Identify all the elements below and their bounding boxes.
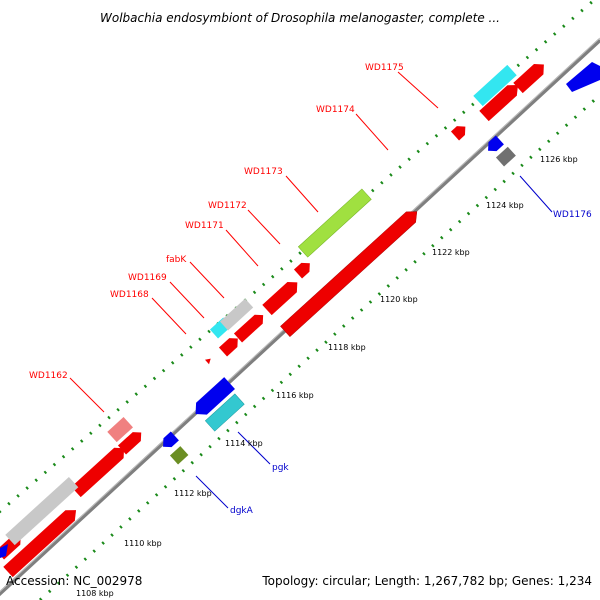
tick-label-1124: 1124 kbp: [486, 201, 524, 210]
tick-label-1110: 1110 kbp: [124, 539, 162, 548]
tick-label-1112: 1112 kbp: [174, 489, 212, 498]
gene-arrow-wd1169[interactable]: [233, 311, 267, 343]
gene-arrow-lower-3[interactable]: [71, 443, 128, 498]
gene-blue-pgk[interactable]: [190, 377, 235, 420]
gene-blue-topright[interactable]: [566, 62, 600, 92]
leader-lines: [69, 71, 553, 509]
accession-text: Accession: NC_002978: [6, 574, 143, 588]
gene-label-wd1173[interactable]: WD1173: [244, 167, 283, 177]
gene-label-wd1171[interactable]: WD1171: [185, 221, 224, 231]
gene-blue-wd1176[interactable]: [484, 135, 504, 155]
gene-arrows: [0, 59, 548, 578]
gene-label-dgka[interactable]: dgkA: [230, 506, 254, 516]
gene-arrow-fabk[interactable]: [262, 277, 302, 316]
gene-label-group: WD1175 WD1174 WD1173 WD1172 WD1171 fabK …: [29, 63, 592, 516]
gene-arrow-lower-4[interactable]: [117, 428, 145, 455]
inner-tick-track: [38, 93, 600, 600]
tick-label-1116: 1116 kbp: [276, 391, 314, 400]
gene-label-pgk[interactable]: pgk: [272, 463, 289, 473]
gene-olive-dgka[interactable]: [169, 446, 189, 465]
gene-arrow-wd1175[interactable]: [479, 80, 522, 122]
tick-label-1114: 1114 kbp: [225, 439, 263, 448]
gene-arrow-small-marker[interactable]: [204, 356, 213, 365]
tick-label-1122: 1122 kbp: [432, 248, 470, 257]
gene-arrow-lower-1[interactable]: [3, 505, 80, 578]
gene-gray-wd1176[interactable]: [495, 146, 516, 167]
gene-blue-small[interactable]: [159, 431, 179, 451]
gene-arrow-wd1173[interactable]: [280, 206, 421, 337]
gene-pink-wd1162[interactable]: [107, 417, 133, 443]
gene-label-wd1169[interactable]: WD1169: [128, 273, 167, 283]
gene-blue-left-edge[interactable]: [0, 544, 8, 558]
tick-label-1108: 1108 kbp: [76, 589, 114, 598]
tick-label-1120: 1120 kbp: [380, 295, 418, 304]
tick-labels: 1108 kbp 1110 kbp 1112 kbp 1114 kbp 1116…: [76, 155, 578, 598]
gene-label-wd1172[interactable]: WD1172: [208, 201, 247, 211]
gene-label-wd1162[interactable]: WD1162: [29, 371, 68, 381]
topology-text: Topology: circular; Length: 1,267,782 bp…: [262, 574, 592, 588]
gene-label-wd1176[interactable]: WD1176: [553, 210, 592, 220]
gene-label-wd1168[interactable]: WD1168: [110, 290, 149, 300]
gene-label-fabk[interactable]: fabK: [166, 255, 187, 265]
gene-label-wd1174[interactable]: WD1174: [316, 105, 355, 115]
reverse-genes: [159, 135, 516, 465]
outer-genes: [0, 62, 600, 558]
gene-cyan-pgk[interactable]: [204, 393, 245, 432]
gene-arrow-wd1168[interactable]: [218, 334, 242, 357]
gene-gray-1[interactable]: [219, 298, 254, 331]
gene-label-wd1175[interactable]: WD1175: [365, 63, 404, 73]
map-title: Wolbachia endosymbiont of Drosophila mel…: [100, 11, 500, 25]
gene-cyan-2[interactable]: [473, 64, 517, 107]
gene-arrow-top-right[interactable]: [513, 59, 548, 94]
tick-label-1118: 1118 kbp: [328, 343, 366, 352]
tick-label-1126: 1126 kbp: [540, 155, 578, 164]
gene-arrow-wd1171[interactable]: [293, 259, 314, 279]
gene-gray-2[interactable]: [5, 476, 79, 546]
gene-wd1172[interactable]: [297, 188, 372, 258]
gene-arrow-wd1174[interactable]: [450, 122, 469, 141]
